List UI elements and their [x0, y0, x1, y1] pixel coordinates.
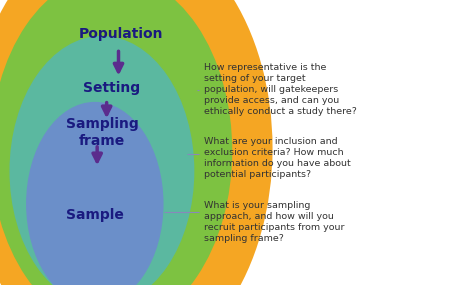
Ellipse shape — [0, 0, 273, 285]
Ellipse shape — [0, 0, 232, 285]
Text: Sampling
frame: Sampling frame — [65, 117, 138, 148]
Text: Population: Population — [79, 27, 163, 41]
Text: Setting: Setting — [83, 81, 140, 95]
Ellipse shape — [26, 102, 164, 285]
Text: What are your inclusion and
exclusion criteria? How much
information do you have: What are your inclusion and exclusion cr… — [204, 137, 351, 179]
Text: How representative is the
setting of your target
population, will gatekeepers
pr: How representative is the setting of you… — [204, 63, 357, 117]
Ellipse shape — [9, 36, 194, 285]
Text: What is your sampling
approach, and how will you
recruit participants from your
: What is your sampling approach, and how … — [204, 201, 344, 243]
Text: Sample: Sample — [66, 208, 124, 222]
